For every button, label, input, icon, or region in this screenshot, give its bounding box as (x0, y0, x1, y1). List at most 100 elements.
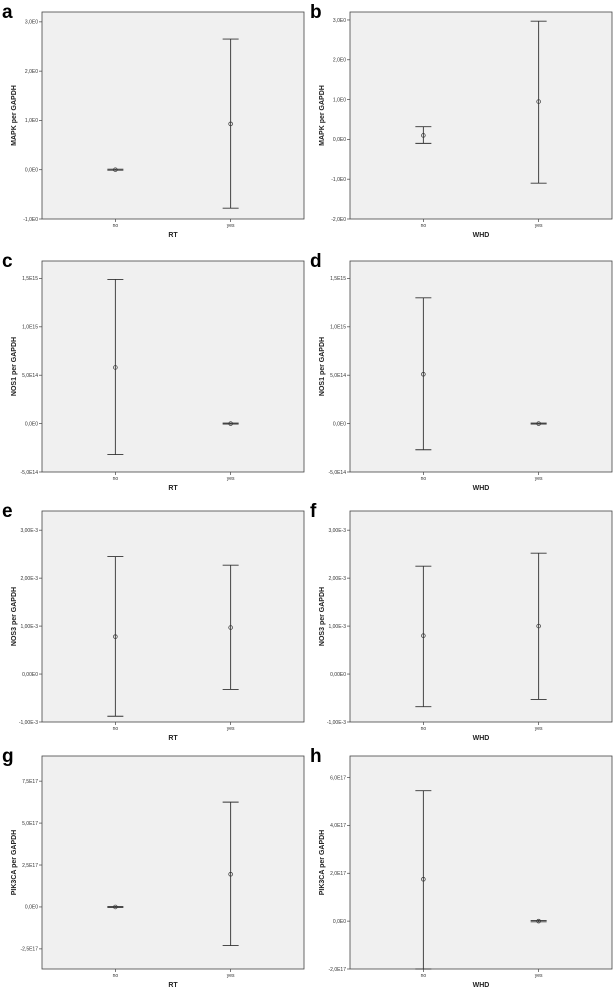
y-tick-label: 5,0E14 (22, 373, 38, 379)
y-axis-title: PIK3CA per GAPDH (11, 830, 18, 895)
y-tick-label: 3,0E0 (25, 20, 38, 26)
x-axis-title: RT (168, 982, 178, 989)
mean-point (228, 421, 233, 426)
panel-h: h -2,0E17 0,0E0 2,0E17 4,0E17 6,0E17 PIK3CA pe… (310, 746, 613, 989)
mean-point (536, 421, 541, 426)
panel-e: e -1,00E-3 0,00E0 1,00E-3 2,00E-3 3,00E-3 NOS3… (2, 501, 305, 742)
y-tick-label: 1,0E15 (330, 325, 346, 331)
y-tick-label: 5,0E14 (330, 373, 346, 379)
y-tick-label: -1,0E0 (23, 217, 38, 223)
mean-point (421, 133, 426, 138)
x-category-label: yes (535, 726, 543, 732)
panel-c: c -5,0E14 0,0E0 5,0E14 1,0E15 1,5E15 NOS1 per … (2, 251, 305, 492)
y-axis-title: NOS3 per GAPDH (319, 587, 326, 646)
mean-point (113, 904, 118, 910)
y-tick-label: -5,0E14 (328, 470, 346, 476)
plot-area (41, 755, 305, 970)
panel-letter: e (2, 501, 13, 522)
panel-letter: h (310, 746, 322, 767)
x-category-label: no (113, 726, 119, 732)
y-tick-label: 2,0E17 (330, 871, 346, 877)
x-category-label: no (421, 726, 427, 732)
y-tick-label: 0,0E0 (333, 919, 346, 925)
x-category-label: yes (227, 726, 235, 732)
y-tick-label: 3,0E0 (333, 18, 346, 24)
x-axis-title: RT (168, 735, 178, 742)
y-tick-label: -2,0E17 (328, 967, 346, 973)
panel-g: g -2,5E17 0,0E0 2,5E17 5,0E17 7,5E17 PIK3CA pe… (2, 746, 305, 989)
x-category-label: no (113, 973, 119, 979)
mean-point (536, 623, 541, 629)
y-tick-label: 1,0E0 (333, 97, 346, 103)
y-tick-label: 1,00E-3 (328, 624, 346, 630)
y-tick-label: 0,0E0 (333, 421, 346, 427)
mean-point (113, 167, 118, 172)
y-axis-title: NOS3 per GAPDH (11, 587, 18, 646)
x-category-label: no (113, 476, 119, 482)
panel-letter: a (2, 2, 13, 23)
x-category-label: no (421, 973, 427, 979)
mean-point (113, 634, 118, 639)
y-tick-label: 2,5E17 (22, 863, 38, 869)
mean-point (536, 99, 541, 104)
y-tick-label: 2,00E-3 (20, 576, 38, 582)
x-axis-title: RT (168, 232, 178, 239)
plot-area (349, 11, 613, 220)
mean-point (536, 918, 541, 924)
y-tick-label: 0,0E0 (25, 905, 38, 911)
y-tick-label: -1,0E0 (331, 177, 346, 183)
y-tick-label: 4,0E17 (330, 823, 346, 829)
mean-point (228, 871, 233, 877)
y-tick-label: 3,00E-3 (20, 528, 38, 534)
x-category-label: yes (227, 973, 235, 979)
panel-b: b -2,0E0 -1,0E0 0,0E0 1,0E0 2,0E0 3,0E0 MAPK pe… (310, 2, 613, 239)
panel-letter: c (2, 251, 13, 272)
x-axis-title: WHD (473, 485, 490, 492)
y-tick-label: 5,0E17 (22, 821, 38, 827)
x-axis-title: RT (168, 485, 178, 492)
plot-area (349, 260, 613, 473)
y-tick-label: -1,00E-3 (327, 720, 346, 726)
y-tick-label: 0,0E0 (333, 137, 346, 143)
y-axis-title: NOS1 per GAPDH (11, 337, 18, 396)
y-tick-label: 6,0E17 (330, 775, 346, 781)
y-tick-label: 2,0E0 (333, 58, 346, 64)
mean-point (421, 633, 426, 638)
y-axis-title: PIK3CA per GAPDH (319, 830, 326, 895)
y-tick-label: 2,00E-3 (328, 576, 346, 582)
y-tick-label: -5,0E14 (20, 470, 38, 476)
panel-d: d -5,0E14 0,0E0 5,0E14 1,0E15 1,5E15 NOS1 per … (310, 251, 613, 492)
y-tick-label: 7,5E17 (22, 779, 38, 785)
y-tick-label: 1,00E-3 (20, 624, 38, 630)
x-axis-title: WHD (473, 232, 490, 239)
x-category-label: yes (535, 223, 543, 229)
y-axis-title: MAPK per GAPDH (11, 85, 18, 146)
mean-point (421, 371, 426, 377)
y-tick-label: 1,0E0 (25, 118, 38, 124)
y-tick-label: 1,5E15 (22, 276, 38, 282)
y-tick-label: 0,0E0 (25, 168, 38, 174)
mean-point (228, 625, 233, 630)
plot-area (41, 510, 305, 723)
mean-point (113, 365, 118, 370)
y-tick-label: -1,00E-3 (19, 720, 38, 726)
mean-point (228, 121, 233, 127)
panel-letter: b (310, 2, 322, 23)
panel-a: a -1,0E0 0,0E0 1,0E0 2,0E0 3,0E0 MAPK per GAPD… (2, 2, 305, 239)
y-tick-label: 0,0E0 (25, 421, 38, 427)
panel-f: f -1,00E-3 0,00E0 1,00E-3 2,00E-3 3,00E-3 NOS3… (310, 501, 613, 742)
x-category-label: yes (535, 973, 543, 979)
x-category-label: yes (535, 476, 543, 482)
mean-point (421, 877, 426, 882)
y-tick-label: -2,0E0 (331, 217, 346, 223)
panel-letter: g (2, 746, 14, 767)
plot-area (41, 260, 305, 473)
x-category-label: yes (227, 476, 235, 482)
x-axis-title: WHD (473, 735, 490, 742)
y-tick-label: 3,00E-3 (328, 528, 346, 534)
y-axis-title: NOS1 per GAPDH (319, 337, 326, 396)
panel-letter: f (310, 501, 317, 522)
y-tick-label: 0,00E0 (330, 672, 346, 678)
y-tick-label: 1,5E15 (330, 276, 346, 282)
x-category-label: no (421, 223, 427, 229)
